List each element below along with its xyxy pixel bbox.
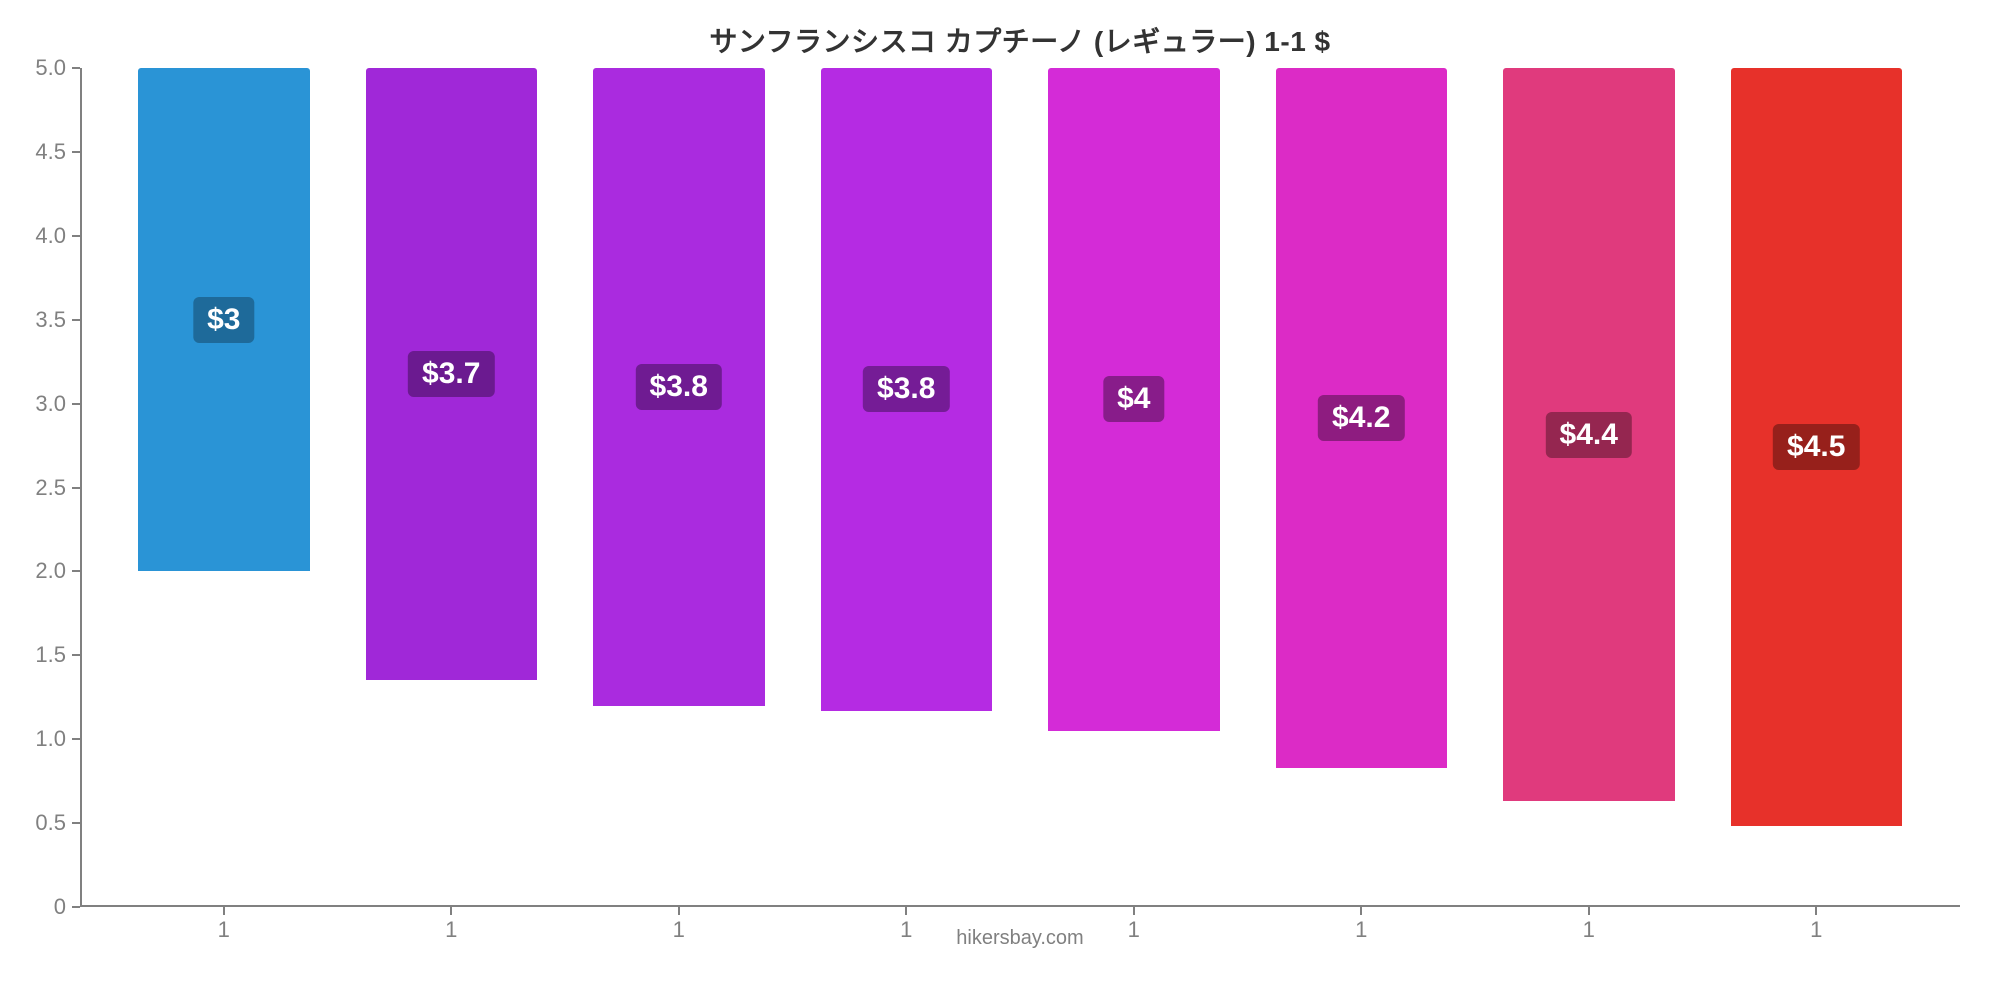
- x-tick-label: 1: [1020, 917, 1248, 943]
- y-tick-mark: [72, 319, 80, 321]
- y-tick-label: 1.5: [35, 642, 66, 668]
- bar: $4.5: [1731, 68, 1903, 826]
- bar: $4.2: [1276, 68, 1448, 768]
- y-tick-mark: [72, 235, 80, 237]
- y-tick-mark: [72, 67, 80, 69]
- x-tick-mark: [223, 907, 225, 915]
- bar-slot: $3.8: [565, 68, 793, 907]
- bar-slot: $4.5: [1703, 68, 1931, 907]
- bar-slot: $3: [110, 68, 338, 907]
- bar-slot: $4.2: [1248, 68, 1476, 907]
- bar-slot: $4: [1020, 68, 1248, 907]
- y-tick-mark: [72, 151, 80, 153]
- x-tick-label: 1: [565, 917, 793, 943]
- x-tick-label: 1: [793, 917, 1021, 943]
- y-tick-mark: [72, 654, 80, 656]
- y-tick-mark: [72, 906, 80, 908]
- bar: $3.8: [821, 68, 993, 711]
- bar-value-badge: $4.2: [1318, 395, 1404, 441]
- y-tick-label: 2.0: [35, 558, 66, 584]
- x-tick-mark: [1133, 907, 1135, 915]
- x-tick-mark: [678, 907, 680, 915]
- bar-value-badge: $3.8: [863, 366, 949, 412]
- bar-value-badge: $4: [1103, 376, 1164, 422]
- x-tick-label: 1: [1475, 917, 1703, 943]
- y-tick-label: 0: [54, 894, 66, 920]
- y-tick-label: 2.5: [35, 475, 66, 501]
- y-tick-label: 4.5: [35, 139, 66, 165]
- x-tick-mark: [450, 907, 452, 915]
- x-tick-mark: [1815, 907, 1817, 915]
- bars-group: $3 $3.7 $3.8 $3.8 $4 $4.2 $4.4 $4.5: [80, 68, 1960, 907]
- bar-slot: $3.8: [793, 68, 1021, 907]
- y-tick-mark: [72, 487, 80, 489]
- bar-value-badge: $3.7: [408, 351, 494, 397]
- bar: $4: [1048, 68, 1220, 731]
- bar-value-badge: $4.4: [1546, 412, 1632, 458]
- x-tick-mark: [905, 907, 907, 915]
- y-tick-label: 3.0: [35, 391, 66, 417]
- bar-value-badge: $3.8: [636, 364, 722, 410]
- y-tick-label: 3.5: [35, 307, 66, 333]
- chart-title: サンフランシスコ カプチーノ (レギュラー) 1-1 $: [80, 20, 1960, 60]
- y-tick-mark: [72, 403, 80, 405]
- bar-value-badge: $3: [193, 297, 254, 343]
- y-tick-mark: [72, 822, 80, 824]
- x-tick-label: 1: [1248, 917, 1476, 943]
- bar-value-badge: $4.5: [1773, 424, 1859, 470]
- x-tick-label: 1: [1703, 917, 1931, 943]
- bar: $3.8: [593, 68, 765, 706]
- y-tick-mark: [72, 570, 80, 572]
- y-tick-label: 4.0: [35, 223, 66, 249]
- x-tick-label: 1: [338, 917, 566, 943]
- y-tick-label: 1.0: [35, 726, 66, 752]
- x-axis-labels: 11111111: [80, 917, 1960, 943]
- bar: $3.7: [366, 68, 538, 680]
- plot-frame: $3$3.7$3.8$3.8$4$4.2$4.4$4.5 00.51.01.52…: [80, 68, 1960, 907]
- bar-slot: $4.4: [1475, 68, 1703, 907]
- y-tick-label: 0.5: [35, 810, 66, 836]
- plot-area: $3$3.7$3.8$3.8$4$4.2$4.4$4.5 00.51.01.52…: [80, 68, 1960, 907]
- chart-container: サンフランシスコ カプチーノ (レギュラー) 1-1 $ $3$3.7$3.8$…: [0, 0, 2000, 1000]
- x-tick-label: 1: [110, 917, 338, 943]
- y-tick-mark: [72, 738, 80, 740]
- y-tick-label: 5.0: [35, 55, 66, 81]
- bar: $4.4: [1503, 68, 1675, 801]
- x-tick-mark: [1588, 907, 1590, 915]
- bar-slot: $3.7: [338, 68, 566, 907]
- bar: $3: [138, 68, 310, 571]
- x-tick-mark: [1360, 907, 1362, 915]
